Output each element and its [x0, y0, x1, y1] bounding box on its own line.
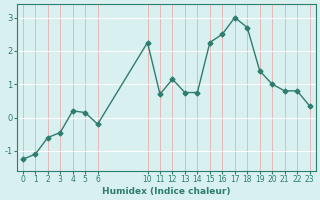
X-axis label: Humidex (Indice chaleur): Humidex (Indice chaleur) [102, 187, 230, 196]
